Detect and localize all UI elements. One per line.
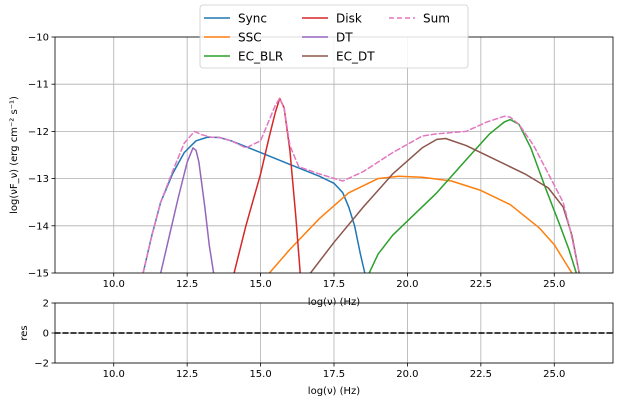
main-x-tick-label: 22.5 (470, 279, 492, 290)
main-y-axis-label: log(νF_ν) (erg cm⁻² s⁻¹) (9, 96, 20, 214)
residual-x-tick-label: 12.5 (176, 369, 198, 380)
legend-label-sum: Sum (423, 12, 450, 26)
residual-x-ticks: 10.0 12.5 15.0 17.5 20.0 22.5 25.0 (103, 363, 565, 380)
main-y-tick-label: −12 (28, 127, 49, 138)
residual-x-tick-label: 20.0 (396, 369, 418, 380)
main-curves (142, 97, 580, 273)
residual-y-tick-label: −2 (34, 359, 49, 370)
residual-panel: 10.0 12.5 15.0 17.5 20.0 22.5 25.0 2 0 −2 log(ν)… (19, 299, 614, 397)
main-x-ticks: 10.0 12.5 15.0 17.5 20.0 22.5 25.0 (103, 273, 565, 290)
residual-x-tick-label: 10.0 (103, 369, 125, 380)
main-x-tick-label: 12.5 (176, 279, 198, 290)
main-series-ec-dt (309, 137, 580, 273)
main-y-tick-label: −15 (28, 269, 49, 280)
main-series-sum (142, 97, 580, 273)
legend-label-disk: Disk (336, 12, 362, 26)
main-y-tick-label: −13 (28, 174, 49, 185)
legend-label-ec-dt: EC_DT (336, 50, 375, 64)
legend: Sync SSC EC_BLR Disk DT EC_DT Sum (199, 4, 469, 69)
residual-x-tick-label: 17.5 (323, 369, 345, 380)
main-y-tick-label: −10 (28, 33, 49, 44)
residual-x-tick-label: 15.0 (249, 369, 271, 380)
residual-x-tick-label: 22.5 (470, 369, 492, 380)
residual-x-tick-label: 25.0 (543, 369, 565, 380)
main-x-tick-label: 17.5 (323, 279, 345, 290)
main-x-tick-label: 10.0 (103, 279, 125, 290)
main-x-tick-label: 25.0 (543, 279, 565, 290)
legend-label-ec-blr: EC_BLR (238, 50, 283, 64)
legend-box (199, 4, 469, 69)
main-series-ssc (268, 175, 573, 273)
legend-label-sync: Sync (238, 12, 267, 26)
main-y-tick-label: −14 (28, 221, 49, 232)
residual-y-tick-label: 0 (43, 329, 49, 340)
legend-label-dt: DT (336, 31, 353, 45)
main-series-ec-blr (368, 118, 578, 273)
residual-y-axis-label: res (19, 325, 30, 340)
main-x-tick-label: 20.0 (396, 279, 418, 290)
main-series-disk (233, 97, 301, 273)
legend-label-ssc: SSC (238, 31, 262, 45)
residual-x-axis-label: log(ν) (Hz) (308, 386, 360, 397)
residual-y-ticks: 2 0 −2 (34, 299, 55, 370)
main-x-axis-label: log(ν) (Hz) (308, 297, 360, 308)
residual-y-tick-label: 2 (43, 299, 49, 310)
main-series-dt (159, 147, 215, 273)
main-y-ticks: −10 −11 −12 −13 −14 −15 (28, 33, 55, 280)
main-x-tick-label: 15.0 (249, 279, 271, 290)
main-y-tick-label: −11 (28, 80, 49, 91)
main-panel: 10.0 12.5 15.0 17.5 20.0 22.5 25.0 −10−11−12−1… (9, 33, 614, 308)
